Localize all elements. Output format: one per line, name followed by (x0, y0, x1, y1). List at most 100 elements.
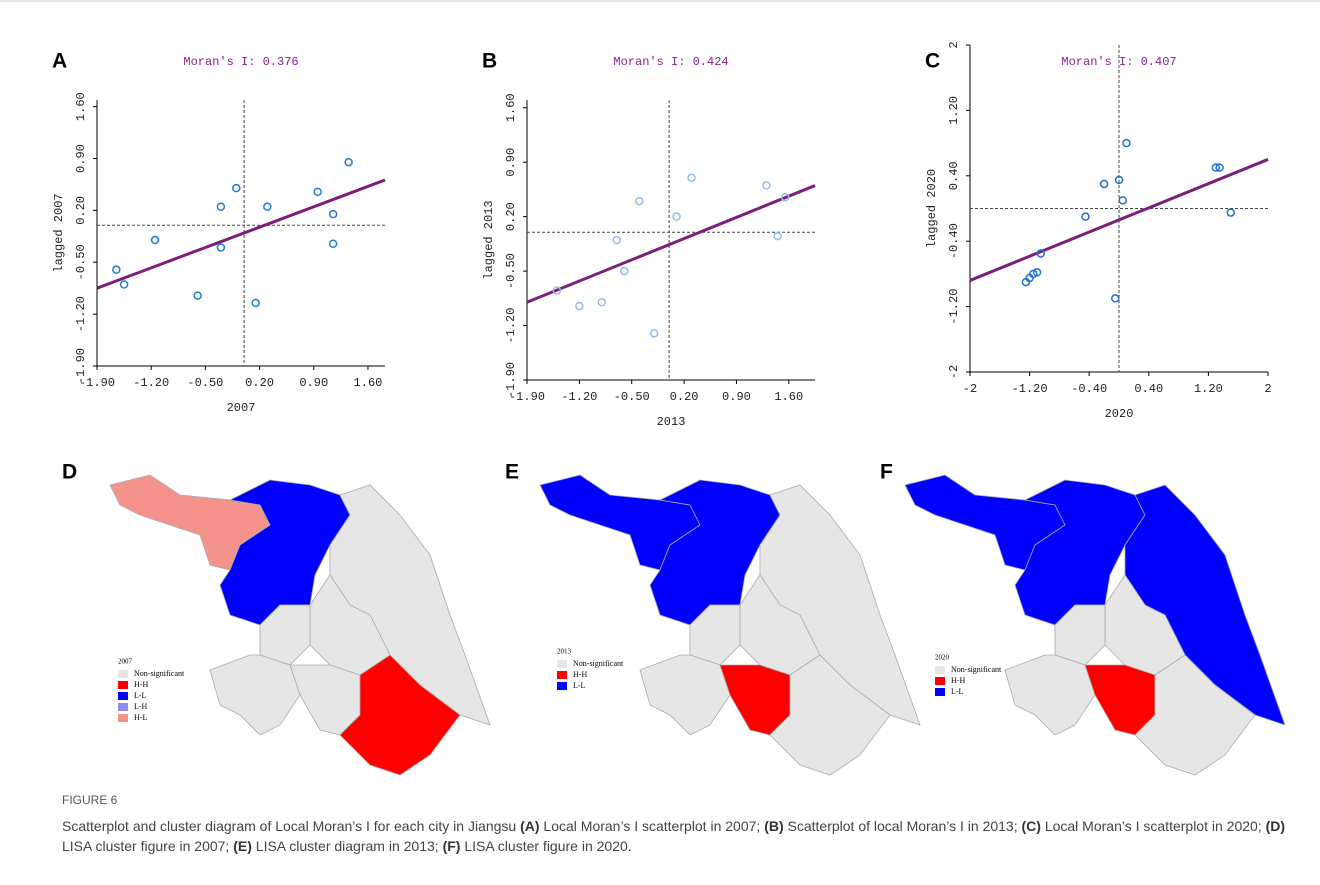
point (1032, 268, 1042, 277)
x-tick-label: 1.60 (774, 390, 803, 404)
caption-text: Scatterplot and cluster diagram of Local… (62, 818, 521, 834)
map-region (339, 654, 461, 776)
y-tick-label: 0.90 (504, 148, 518, 177)
caption-ref: (F) (442, 838, 461, 854)
panel-letter: D (62, 461, 77, 484)
point (612, 235, 622, 245)
legend-swatch (935, 666, 945, 674)
point (1215, 163, 1224, 172)
point (193, 291, 202, 300)
y-tick-label: 1.20 (947, 96, 961, 125)
y-axis-label: lagged 2007 (52, 193, 66, 272)
trend-line (969, 158, 1269, 282)
point (1111, 294, 1120, 303)
legend-swatch (935, 677, 945, 685)
caption-text: LISA cluster diagram in 2013; (251, 838, 443, 854)
legend-title: 2020 (935, 654, 950, 662)
x-tick-label: -1.20 (133, 376, 169, 390)
point (251, 298, 260, 308)
y-tick-label: 0.20 (74, 196, 88, 225)
legend-label: H-L (134, 713, 147, 722)
x-tick-label: -1.20 (1012, 382, 1048, 396)
y-tick-label: 0.90 (74, 144, 88, 173)
x-tick-label: -1.90 (509, 390, 545, 404)
point (150, 235, 160, 245)
point (1099, 179, 1109, 189)
y-tick-label: -0.50 (504, 253, 518, 289)
point (672, 212, 681, 221)
caption-ref: (A) (520, 818, 540, 834)
map-region (719, 664, 791, 736)
caption-ref: (E) (233, 838, 252, 854)
panel-letter: B (482, 50, 497, 73)
point (112, 265, 121, 274)
map-region (209, 654, 301, 736)
point (232, 183, 241, 193)
point (634, 196, 644, 206)
x-axis-label: 2007 (227, 401, 256, 415)
caption-text: Scatterplot and cluster diagram of Local… (62, 816, 1292, 856)
y-tick-label: -0.40 (947, 223, 961, 259)
point (216, 243, 226, 252)
caption-text: LISA cluster figure in 2020. (460, 838, 632, 854)
legend-swatch (118, 670, 128, 678)
caption-ref: (D) (1265, 818, 1286, 834)
point (1081, 212, 1090, 221)
x-tick-label: 0.40 (1134, 382, 1163, 396)
point (216, 202, 226, 211)
point (687, 173, 696, 183)
point (597, 297, 607, 307)
legend-swatch (557, 682, 567, 690)
point (263, 202, 272, 211)
x-tick-label: -2 (963, 382, 977, 396)
point (619, 266, 629, 276)
legend-label: Non-significant (951, 665, 1002, 674)
y-tick-label: 0.20 (504, 202, 518, 231)
point (1226, 208, 1235, 217)
x-tick-label: 0.20 (245, 376, 274, 390)
legend-title: 2013 (557, 648, 572, 656)
x-tick-label: -0.50 (614, 390, 650, 404)
x-tick-label: -1.20 (561, 390, 597, 404)
y-tick-label: 1.60 (504, 93, 518, 122)
legend-swatch (118, 714, 128, 722)
y-tick-label: -1.20 (504, 308, 518, 344)
legend-label: L-L (573, 681, 586, 690)
trend-line (526, 184, 816, 304)
point (1036, 249, 1046, 258)
point (575, 301, 584, 311)
x-tick-label: 1.60 (354, 376, 383, 390)
point (649, 329, 659, 338)
figure: A Moran's I: 0.376 -1.90 -1.20 -0.50 0.20 0.90… (0, 0, 1320, 776)
caption-label: FIGURE 6 (62, 793, 118, 807)
point (552, 286, 562, 295)
point (1114, 175, 1124, 185)
legend-label: Non-significant (134, 669, 185, 678)
legend-label: L-L (951, 687, 964, 696)
map-region (1004, 654, 1096, 736)
point (328, 209, 338, 219)
point (1118, 196, 1127, 205)
panel-letter: A (52, 50, 67, 73)
legend-swatch (557, 671, 567, 679)
caption-text: LISA cluster figure in 2007; (62, 838, 234, 854)
legend-swatch (118, 681, 128, 689)
x-tick-label: 2 (1264, 382, 1271, 396)
x-axis-label: 2020 (1105, 407, 1134, 421)
caption-text: Scatterplot of local Moran’s I in 2013; (783, 818, 1022, 834)
y-tick-label: -1.90 (504, 362, 518, 398)
panel-letter: E (505, 461, 519, 484)
x-tick-label: 0.90 (299, 376, 328, 390)
y-tick-label: 2 (947, 41, 961, 48)
x-tick-label: 1.20 (1194, 382, 1223, 396)
panel-letter: F (880, 461, 893, 484)
point (773, 231, 782, 241)
caption-text: Local Moran’s I scatterplot in 2020; (1040, 818, 1266, 834)
map-region (289, 664, 361, 736)
y-tick-label: -2 (947, 365, 961, 379)
point (762, 181, 771, 190)
point (328, 239, 338, 248)
legend-swatch (557, 660, 567, 668)
y-axis-label: lagged 2013 (482, 200, 496, 279)
